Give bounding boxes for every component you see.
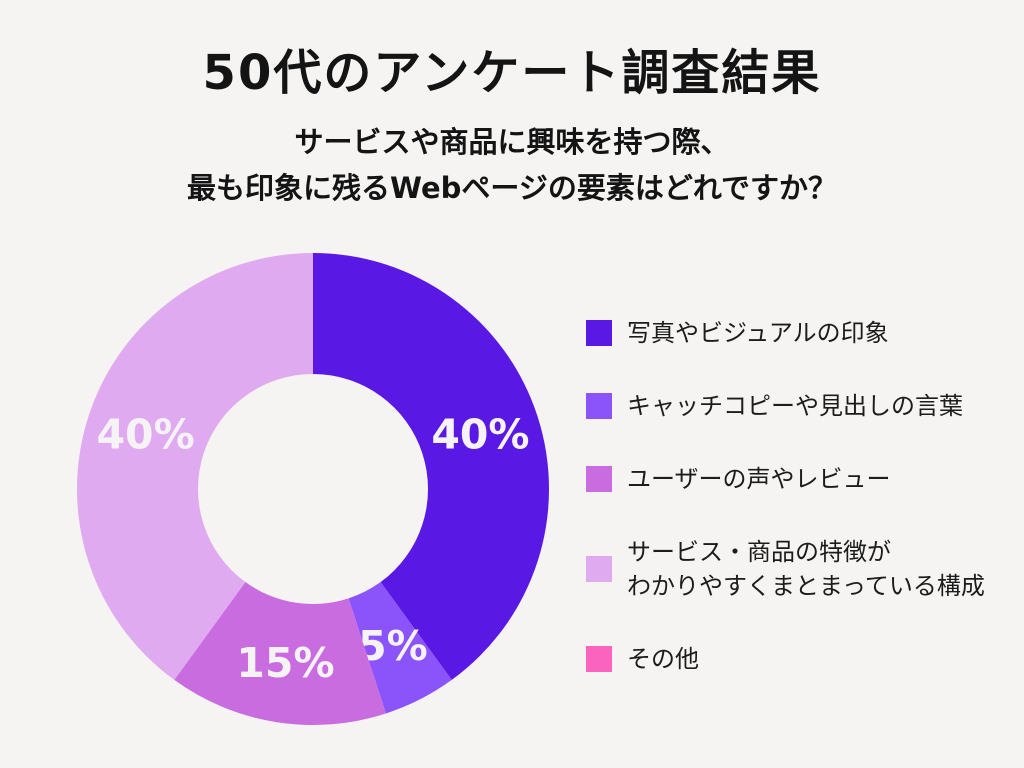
legend-item-0: 写真やビジュアルの印象 xyxy=(586,316,985,350)
page-title: 50代のアンケート調査結果 xyxy=(202,45,822,101)
donut-slice-label-0: 40% xyxy=(431,411,529,459)
subtitle-line-2: 最も印象に残るWebページの要素はどれですか？ xyxy=(187,171,837,205)
legend-item-2: ユーザーの声やレビュー xyxy=(586,462,985,496)
legend: 写真やビジュアルの印象キャッチコピーや見出しの言葉 ユーザーの声やレビューサービス… xyxy=(586,316,985,676)
donut-slice-label-2: 15% xyxy=(236,639,334,687)
donut-segment-3 xyxy=(76,253,313,680)
donut-segment-1 xyxy=(348,582,452,714)
legend-swatch-icon xyxy=(586,466,612,492)
legend-swatch-icon xyxy=(586,320,612,346)
legend-item-1: キャッチコピーや見出しの言葉 xyxy=(586,389,985,423)
donut-segment-2 xyxy=(174,582,386,726)
legend-item-4: その他 xyxy=(586,642,985,676)
legend-swatch-icon xyxy=(586,393,612,419)
legend-swatch-icon xyxy=(586,646,612,672)
legend-swatch-icon xyxy=(586,556,612,582)
legend-label: 写真やビジュアルの印象 xyxy=(627,319,889,347)
legend-label: ユーザーの声やレビュー xyxy=(627,465,891,493)
legend-item-3: サービス・商品の特徴が わかりやすくまとまっている構成 xyxy=(586,535,985,603)
subtitle-line-1: サービスや商品に興味を持つ際、 xyxy=(294,125,730,159)
donut-slice-label-1: 5% xyxy=(358,622,428,670)
legend-label: その他 xyxy=(627,645,699,673)
donut-segment-0 xyxy=(313,253,550,680)
page-subtitle: サービスや商品に興味を持つ際、 最も印象に残るWebページの要素はどれですか？ xyxy=(0,119,1024,211)
legend-label: サービス・商品の特徴が わかりやすくまとまっている構成 xyxy=(627,538,985,600)
legend-label: キャッチコピーや見出しの言葉 xyxy=(627,392,963,420)
donut-slice-label-3: 40% xyxy=(97,411,195,459)
